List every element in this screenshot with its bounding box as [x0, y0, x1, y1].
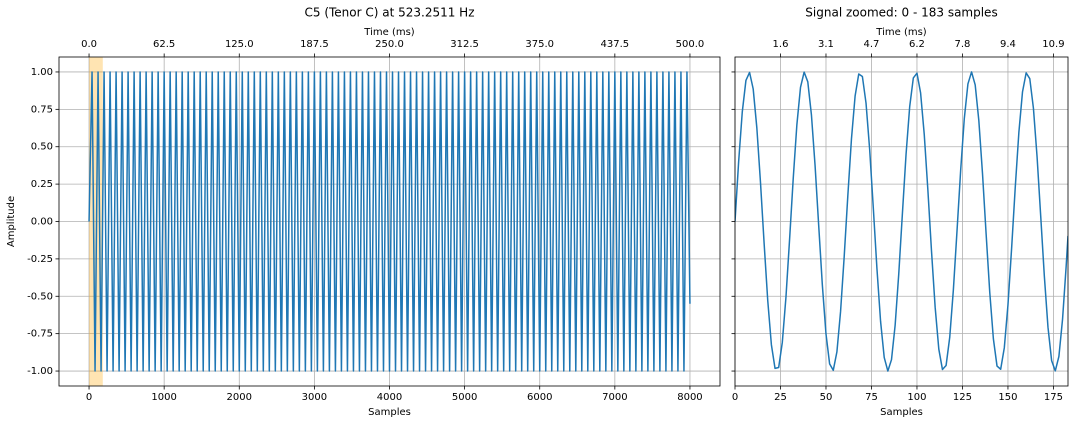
y-tick-label: 0.50 — [31, 142, 53, 153]
x-tick-label: 2000 — [227, 392, 252, 403]
x-tick-label: 50 — [820, 392, 833, 403]
plot-area — [735, 71, 1068, 372]
x2-tick-label: 6.2 — [909, 39, 925, 50]
y-axis-label: Amplitude — [6, 196, 17, 247]
x2-tick-label: 437.5 — [601, 39, 630, 50]
x-tick-label: 7000 — [602, 392, 627, 403]
x2-tick-label: 187.5 — [300, 39, 329, 50]
x2-tick-label: 9.4 — [1000, 39, 1016, 50]
x2-tick-label: 10.9 — [1042, 39, 1064, 50]
x-tick-label: 25 — [774, 392, 787, 403]
x2-tick-label: 250.0 — [375, 39, 404, 50]
y-tick-label: -0.75 — [27, 329, 53, 340]
x2-tick-label: 4.7 — [864, 39, 880, 50]
x-tick-label: 125 — [953, 392, 972, 403]
signal-line — [88, 71, 691, 372]
y-tick-label: -0.50 — [27, 291, 53, 302]
signal-line — [735, 71, 1068, 372]
x-tick-label: 0 — [86, 392, 92, 403]
x-axis-label: Samples — [880, 407, 923, 418]
chart-title: C5 (Tenor C) at 523.2511 Hz — [304, 6, 474, 20]
x2-tick-label: 500.0 — [676, 39, 705, 50]
x-tick-label: 4000 — [377, 392, 402, 403]
x2-tick-label: 62.5 — [153, 39, 175, 50]
x-tick-label: 100 — [907, 392, 926, 403]
x-tick-label: 175 — [1044, 392, 1063, 403]
x-tick-label: 6000 — [527, 392, 552, 403]
x2-axis-label: Time (ms) — [363, 27, 415, 38]
y-tick-label: 1.00 — [31, 67, 53, 78]
x-tick-label: 150 — [998, 392, 1017, 403]
x2-tick-label: 125.0 — [225, 39, 254, 50]
chart-title: Signal zoomed: 0 - 183 samples — [805, 6, 997, 20]
x2-tick-label: 7.8 — [955, 39, 971, 50]
x-axis-label: Samples — [368, 407, 411, 418]
y-tick-label: 0.00 — [31, 217, 53, 228]
x2-tick-label: 375.0 — [525, 39, 554, 50]
x-tick-label: 0 — [732, 392, 738, 403]
y-tick-label: -1.00 — [27, 366, 53, 377]
y-tick-label: 0.75 — [31, 104, 53, 115]
x-tick-label: 75 — [865, 392, 878, 403]
x-tick-label: 1000 — [151, 392, 176, 403]
x-tick-label: 5000 — [452, 392, 477, 403]
y-tick-label: 0.25 — [31, 179, 53, 190]
x2-tick-label: 1.6 — [773, 39, 789, 50]
x-tick-label: 3000 — [302, 392, 327, 403]
x-tick-label: 8000 — [677, 392, 702, 403]
plot-area — [88, 71, 691, 372]
x2-axis-label: Time (ms) — [875, 27, 927, 38]
x2-tick-label: 3.1 — [818, 39, 834, 50]
x2-tick-label: 312.5 — [450, 39, 479, 50]
y-tick-label: -0.25 — [27, 254, 53, 265]
x2-tick-label: 0.0 — [81, 39, 97, 50]
